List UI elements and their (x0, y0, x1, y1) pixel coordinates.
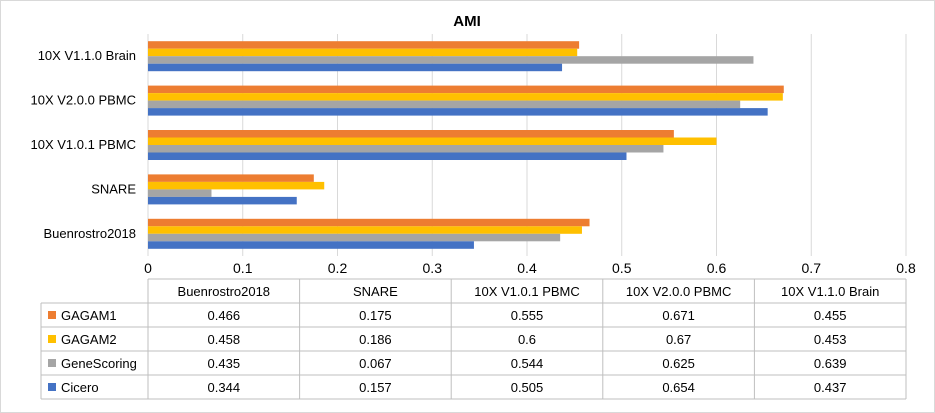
bar-Cicero-0 (148, 241, 474, 249)
table-cell-2-4: 0.639 (814, 356, 847, 371)
table-cell-2-3: 0.625 (662, 356, 695, 371)
table-cell-0-3: 0.671 (662, 308, 695, 323)
table-cell-1-2: 0.6 (518, 332, 536, 347)
bar-GAGAM2-2 (148, 137, 717, 145)
bar-GAGAM1-1 (148, 174, 314, 182)
table-cell-1-0: 0.458 (208, 332, 241, 347)
legend-key-Cicero (48, 383, 56, 391)
x-tick-label-4: 0.4 (517, 260, 537, 276)
bar-GeneScoring-4 (148, 56, 754, 64)
chart-title: AMI (453, 13, 481, 30)
bar-GAGAM2-3 (148, 93, 783, 101)
table-header-3: 10X V2.0.0 PBMC (626, 284, 732, 299)
table-header-2: 10X V1.0.1 PBMC (474, 284, 580, 299)
bar-GAGAM1-2 (148, 130, 674, 138)
category-label-4: 10X V1.1.0 Brain (38, 48, 136, 63)
table-cell-1-3: 0.67 (666, 332, 691, 347)
x-tick-label-2: 0.2 (328, 260, 348, 276)
x-tick-label-3: 0.3 (423, 260, 443, 276)
x-tick-label-6: 0.6 (707, 260, 727, 276)
bar-GAGAM1-4 (148, 41, 580, 49)
table-cell-3-4: 0.437 (814, 380, 847, 395)
x-tick-label-8: 0.8 (896, 260, 916, 276)
table-cell-2-1: 0.067 (359, 356, 392, 371)
table-cell-3-1: 0.157 (359, 380, 392, 395)
bar-GAGAM2-4 (148, 48, 578, 57)
bar-GeneScoring-2 (148, 145, 664, 153)
table-header-0: Buenrostro2018 (178, 284, 271, 299)
table-cell-0-4: 0.455 (814, 308, 847, 323)
series-label-GeneScoring: GeneScoring (61, 356, 137, 371)
legend-key-GAGAM1 (48, 311, 56, 319)
series-label-GAGAM2: GAGAM2 (61, 332, 117, 347)
table-cell-2-0: 0.435 (208, 356, 241, 371)
bar-Cicero-3 (148, 108, 768, 116)
category-label-0: Buenrostro2018 (43, 226, 136, 241)
data-table: Buenrostro2018 SNARE 10X V1.0.1 PBMC 10X V2… (40, 278, 907, 400)
x-tick-label-7: 0.7 (802, 260, 822, 276)
table-header-4: 10X V1.1.0 Brain (781, 284, 879, 299)
tick-labels: 0 0.1 0.2 0.3 0.4 0.5 0.6 0.7 0.8 (144, 260, 916, 276)
x-tick-label-1: 0.1 (233, 260, 253, 276)
bar-GeneScoring-0 (148, 233, 561, 242)
category-label-2: 10X V1.0.1 PBMC (31, 137, 137, 152)
bar-GAGAM2-1 (148, 181, 325, 190)
bar-GAGAM2-0 (148, 226, 582, 234)
table-header-1: SNARE (353, 284, 398, 299)
bar-GeneScoring-1 (148, 189, 212, 197)
bar-Cicero-2 (148, 152, 627, 160)
table-cell-1-1: 0.186 (359, 332, 392, 347)
series-label-Cicero: Cicero (61, 380, 99, 395)
category-label-1: SNARE (91, 181, 136, 196)
x-tick-label-0: 0 (144, 260, 152, 276)
table-cell-0-0: 0.466 (208, 308, 241, 323)
table-cell-0-1: 0.175 (359, 308, 392, 323)
bar-Cicero-4 (148, 63, 563, 72)
table-cell-1-4: 0.453 (814, 332, 847, 347)
table-cell-3-0: 0.344 (208, 380, 241, 395)
table-cell-0-2: 0.555 (511, 308, 544, 323)
legend-key-GAGAM2 (48, 335, 56, 343)
category-label-3: 10X V2.0.0 PBMC (31, 93, 137, 108)
series-label-GAGAM1: GAGAM1 (61, 308, 117, 323)
table-cell-3-2: 0.505 (511, 380, 544, 395)
category-labels: Buenrostro2018 SNARE 10X V1.0.1 PBMC 10X V2… (31, 48, 137, 241)
bar-Cicero-1 (148, 196, 297, 205)
bar-GeneScoring-3 (148, 100, 741, 109)
bars (148, 41, 784, 249)
legend-key-GeneScoring (48, 359, 56, 367)
x-tick-label-5: 0.5 (612, 260, 632, 276)
table-cell-2-2: 0.544 (511, 356, 544, 371)
bar-GAGAM1-3 (148, 85, 784, 94)
table-cell-3-3: 0.654 (662, 380, 695, 395)
bar-GAGAM1-0 (148, 218, 590, 227)
